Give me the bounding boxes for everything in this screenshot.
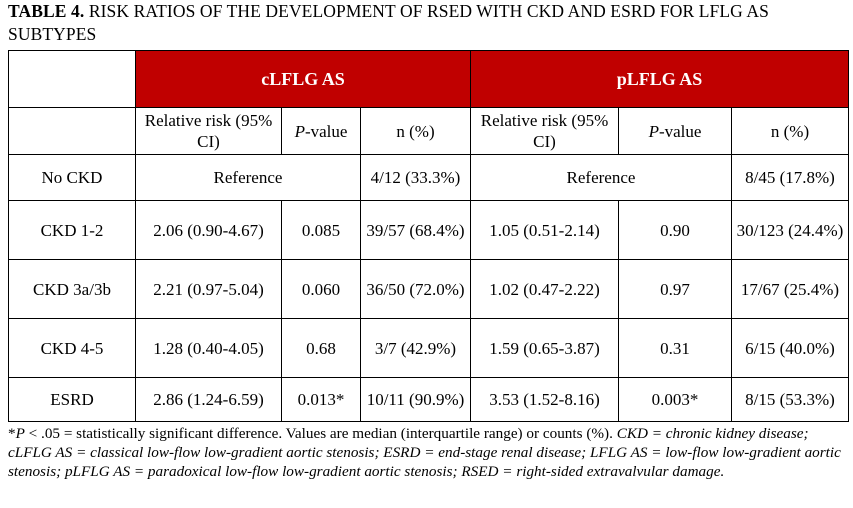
header-n-percent: n (%) <box>731 107 849 155</box>
header-p-value: P-value <box>281 107 361 155</box>
c-reference-cell: Reference <box>135 154 361 201</box>
table-row: CKD 3a/3b 2.21 (0.97-5.04) 0.060 36/50 (… <box>8 259 849 319</box>
c-p-cell: 0.085 <box>281 200 361 260</box>
table-footnote: *P < .05 = statistically significant dif… <box>8 424 850 481</box>
risk-ratio-table: cLFLG AS pLFLG AS Relative risk (95% CI)… <box>8 50 849 422</box>
c-rr-cell: 2.06 (0.90-4.67) <box>135 200 282 260</box>
table-row: CKD 4-5 1.28 (0.40-4.05) 0.68 3/7 (42.9%… <box>8 318 849 378</box>
row-label: No CKD <box>8 154 136 201</box>
c-p-cell: 0.68 <box>281 318 361 378</box>
header-relative-risk: Relative risk (95% CI) <box>470 107 619 155</box>
p-n-cell: 17/67 (25.4%) <box>731 259 849 319</box>
c-n-cell: 10/11 (90.9%) <box>360 377 471 422</box>
row-label: ESRD <box>8 377 136 422</box>
empty-label-cell <box>8 107 136 155</box>
header-n-percent: n (%) <box>360 107 471 155</box>
c-p-cell: 0.060 <box>281 259 361 319</box>
table-row: No CKD Reference 4/12 (33.3%) Reference … <box>8 154 849 201</box>
p-n-cell: 6/15 (40.0%) <box>731 318 849 378</box>
p-n-cell: 30/123 (24.4%) <box>731 200 849 260</box>
row-label: CKD 1-2 <box>8 200 136 260</box>
c-rr-cell: 2.21 (0.97-5.04) <box>135 259 282 319</box>
p-reference-cell: Reference <box>470 154 732 201</box>
table-row: ESRD 2.86 (1.24-6.59) 0.013* 10/11 (90.9… <box>8 377 849 422</box>
c-n-cell: 3/7 (42.9%) <box>360 318 471 378</box>
p-rr-cell: 3.53 (1.52-8.16) <box>470 377 619 422</box>
c-n-cell: 39/57 (68.4%) <box>360 200 471 260</box>
c-n-cell: 4/12 (33.3%) <box>360 154 471 201</box>
p-n-cell: 8/45 (17.8%) <box>731 154 849 201</box>
p-rr-cell: 1.59 (0.65-3.87) <box>470 318 619 378</box>
empty-corner-cell <box>8 50 136 108</box>
row-label: CKD 3a/3b <box>8 259 136 319</box>
header-relative-risk: Relative risk (95% CI) <box>135 107 282 155</box>
c-rr-cell: 2.86 (1.24-6.59) <box>135 377 282 422</box>
header-p-value: P-value <box>618 107 732 155</box>
p-p-cell: 0.90 <box>618 200 732 260</box>
p-rr-cell: 1.02 (0.47-2.22) <box>470 259 619 319</box>
c-p-cell: 0.013* <box>281 377 361 422</box>
table-caption: RISK RATIOS OF THE DEVELOPMENT OF RSED W… <box>8 1 769 44</box>
p-p-cell: 0.003* <box>618 377 732 422</box>
p-p-cell: 0.31 <box>618 318 732 378</box>
group-header-row: cLFLG AS pLFLG AS <box>8 50 849 108</box>
p-p-cell: 0.97 <box>618 259 732 319</box>
group-header-pflg: pLFLG AS <box>470 50 849 108</box>
group-header-clflg: cLFLG AS <box>135 50 471 108</box>
c-n-cell: 36/50 (72.0%) <box>360 259 471 319</box>
p-rr-cell: 1.05 (0.51-2.14) <box>470 200 619 260</box>
sub-header-row: Relative risk (95% CI) P-value n (%) Rel… <box>8 107 849 155</box>
row-label: CKD 4-5 <box>8 318 136 378</box>
footnote-abbreviations: CKD = chronic kidney disease; cLFLG AS =… <box>8 425 841 480</box>
table-row: CKD 1-2 2.06 (0.90-4.67) 0.085 39/57 (68… <box>8 200 849 260</box>
footnote-p: P <box>15 425 25 442</box>
table-title: TABLE 4. RISK RATIOS OF THE DEVELOPMENT … <box>8 0 848 46</box>
c-rr-cell: 1.28 (0.40-4.05) <box>135 318 282 378</box>
p-n-cell: 8/15 (53.3%) <box>731 377 849 422</box>
footnote-star: * <box>8 425 16 442</box>
table-number: TABLE 4. <box>8 1 85 21</box>
footnote-significance: < .05 = statistically significant differ… <box>24 425 617 442</box>
